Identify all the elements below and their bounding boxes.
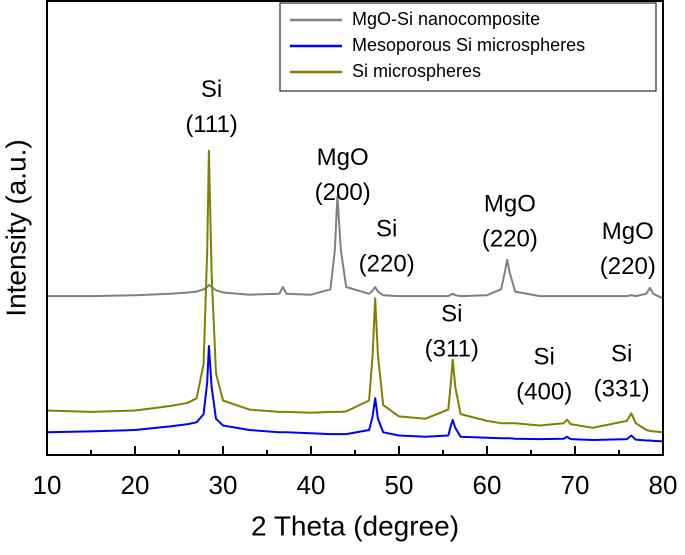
peak-label: (220): [359, 251, 415, 278]
x-axis-label: 2 Theta (degree): [251, 510, 459, 541]
x-tick-label: 20: [121, 470, 150, 500]
x-tick-label: 60: [473, 470, 502, 500]
peak-label: Si: [441, 301, 462, 328]
data-line: [46, 345, 664, 443]
peak-label: MgO: [602, 218, 654, 245]
x-tick-label: 50: [385, 470, 414, 500]
x-tick-label: 70: [561, 470, 590, 500]
y-axis-label: Intensity (a.u.): [0, 139, 31, 316]
x-tick-label: 40: [297, 470, 326, 500]
peak-label: Si: [376, 216, 397, 243]
peak-label: (331): [594, 375, 650, 402]
peak-label: Si: [611, 340, 632, 367]
x-tick-label: 10: [33, 470, 62, 500]
peak-label: MgO: [317, 144, 369, 171]
peak-label: MgO: [484, 191, 536, 218]
peak-label: Si: [201, 76, 222, 103]
peak-label: (111): [185, 111, 237, 138]
peak-label: (220): [600, 253, 656, 280]
legend-box: [279, 2, 657, 92]
x-tick-label: 30: [209, 470, 238, 500]
legend-label: Si microspheres: [352, 61, 481, 81]
data-line: [46, 149, 664, 434]
peak-label: (200): [315, 179, 371, 206]
peak-label: Si: [534, 344, 555, 371]
peak-label: (400): [516, 379, 572, 406]
legend-label: MgO-Si nanocomposite: [352, 9, 540, 29]
peak-label: (311): [425, 336, 479, 363]
data-line: [47, 195, 664, 300]
x-tick-label: 80: [649, 470, 678, 500]
legend-label: Mesoporous Si microspheres: [352, 35, 585, 55]
peak-label: (220): [482, 226, 538, 253]
